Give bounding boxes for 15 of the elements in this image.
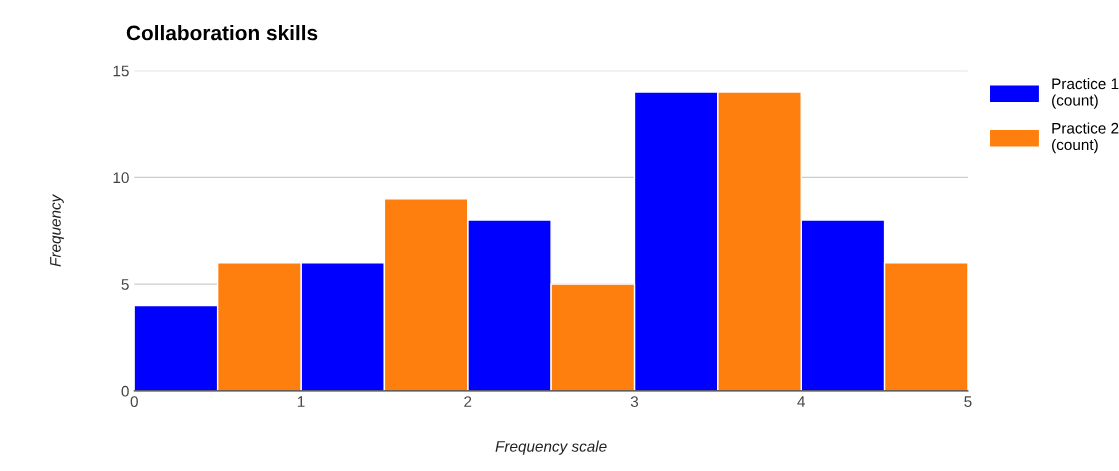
y-tick-label: 5	[121, 279, 129, 290]
x-tick-label: 5	[964, 396, 972, 408]
legend-label: Practice 2 (count)	[1052, 122, 1119, 154]
x-axis-title: Frequency scale	[495, 440, 607, 455]
y-axis-title: Frequency	[50, 193, 64, 267]
x-tick-label: 0	[130, 396, 138, 408]
x-tick-label: 3	[630, 396, 639, 408]
y-tick-label: 15	[113, 65, 129, 77]
y-tick-label: 10	[113, 172, 129, 184]
chart-title: Collaboration skills	[126, 25, 318, 41]
x-tick-label: 2	[464, 396, 472, 407]
x-tick-label: 4	[797, 396, 806, 407]
legend-label: Practice 1 (count)	[1052, 77, 1119, 109]
y-tick-label: 0	[121, 385, 129, 397]
x-tick-label: 1	[297, 396, 305, 407]
